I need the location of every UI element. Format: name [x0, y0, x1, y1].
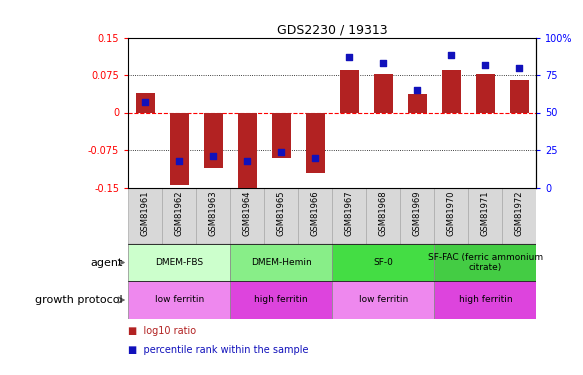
Bar — [408, 93, 427, 112]
Bar — [128, 281, 230, 319]
Bar — [204, 112, 223, 168]
Bar — [340, 70, 359, 112]
Bar — [503, 188, 536, 244]
Text: DMEM-Hemin: DMEM-Hemin — [251, 258, 312, 267]
Bar — [510, 80, 529, 112]
Point — [413, 87, 422, 93]
Text: GSM81966: GSM81966 — [311, 190, 320, 236]
Bar — [230, 188, 264, 244]
Text: low ferritin: low ferritin — [154, 296, 204, 304]
Point — [243, 158, 252, 164]
Text: GSM81972: GSM81972 — [515, 190, 524, 236]
Text: GSM81969: GSM81969 — [413, 190, 422, 236]
Bar — [162, 188, 196, 244]
Bar — [128, 188, 162, 244]
Text: high ferritin: high ferritin — [255, 296, 308, 304]
Text: high ferritin: high ferritin — [459, 296, 512, 304]
Bar — [306, 112, 325, 172]
Text: GSM81967: GSM81967 — [345, 190, 354, 236]
Text: GSM81968: GSM81968 — [379, 190, 388, 236]
Bar — [128, 244, 230, 281]
Point — [345, 54, 354, 60]
Text: GSM81965: GSM81965 — [277, 190, 286, 236]
Bar — [366, 188, 401, 244]
Point — [515, 64, 524, 70]
Bar — [230, 281, 332, 319]
Point — [447, 53, 456, 58]
Bar — [434, 244, 536, 281]
Text: ■  percentile rank within the sample: ■ percentile rank within the sample — [128, 345, 309, 355]
Bar — [332, 188, 366, 244]
Text: low ferritin: low ferritin — [359, 296, 408, 304]
Bar — [434, 281, 536, 319]
Point — [209, 153, 218, 159]
Bar — [374, 74, 393, 112]
Bar — [238, 112, 257, 188]
Point — [141, 99, 150, 105]
Point — [311, 154, 320, 160]
Bar — [332, 244, 434, 281]
Point — [379, 60, 388, 66]
Bar — [468, 188, 503, 244]
Point — [174, 158, 184, 164]
Bar — [136, 93, 154, 112]
Bar — [272, 112, 291, 158]
Bar — [476, 74, 495, 112]
Bar — [264, 188, 298, 244]
Point — [480, 62, 490, 68]
Bar — [230, 244, 332, 281]
Bar — [442, 70, 461, 112]
Text: DMEM-FBS: DMEM-FBS — [155, 258, 203, 267]
Text: GSM81962: GSM81962 — [175, 190, 184, 236]
Bar — [401, 188, 434, 244]
Text: GSM81971: GSM81971 — [481, 190, 490, 236]
Text: GSM81963: GSM81963 — [209, 190, 218, 236]
Bar — [170, 112, 189, 185]
Text: SF-FAC (ferric ammonium
citrate): SF-FAC (ferric ammonium citrate) — [428, 253, 543, 272]
Text: GSM81961: GSM81961 — [141, 190, 150, 236]
Title: GDS2230 / 19313: GDS2230 / 19313 — [277, 23, 388, 36]
Bar — [196, 188, 230, 244]
Point — [277, 148, 286, 154]
Text: ■  log10 ratio: ■ log10 ratio — [128, 326, 196, 336]
Text: GSM81970: GSM81970 — [447, 190, 456, 236]
Text: agent: agent — [90, 258, 122, 267]
Text: SF-0: SF-0 — [373, 258, 394, 267]
Text: growth protocol: growth protocol — [35, 295, 122, 305]
Bar — [298, 188, 332, 244]
Bar — [332, 281, 434, 319]
Text: GSM81964: GSM81964 — [243, 190, 252, 236]
Bar — [434, 188, 468, 244]
